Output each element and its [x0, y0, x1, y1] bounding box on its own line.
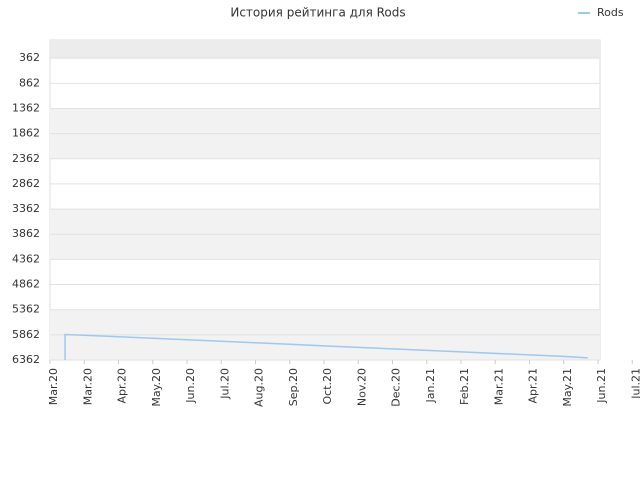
y-tick-label: 862 [19, 76, 40, 89]
x-tick-label: Dec.20 [390, 368, 403, 407]
y-tick-label: 6362 [12, 353, 40, 366]
x-tick-label: May.21 [561, 368, 574, 407]
y-tick-label: 2862 [12, 177, 40, 190]
band [50, 108, 600, 134]
band [50, 234, 600, 260]
x-tick-label: Jan.21 [424, 368, 437, 403]
chart-title: История рейтинга для Rods [230, 6, 405, 20]
x-tick-label: Mar.20 [47, 368, 60, 405]
x-tick-label: Apr.20 [116, 368, 129, 404]
y-tick-label: 1862 [12, 127, 40, 140]
series-line [64, 333, 588, 360]
x-tick-label: Jun.21 [595, 368, 608, 404]
band [50, 209, 600, 235]
x-tick-label: Mar.20 [81, 368, 94, 405]
y-tick-label: 1362 [12, 101, 40, 114]
x-tick-label: Jul.21 [629, 368, 640, 400]
y-tick-label: 3362 [12, 202, 40, 215]
x-tick-label: Nov.20 [355, 368, 368, 406]
y-tick-label: 5862 [12, 328, 40, 341]
y-tick-label: 5362 [12, 303, 40, 316]
x-tick-label: Aug.20 [253, 368, 266, 407]
x-tick-label: Feb.21 [458, 368, 471, 405]
band [50, 40, 600, 59]
band [50, 309, 600, 335]
y-tick-label: 3862 [12, 227, 40, 240]
y-tick-label: 4362 [12, 252, 40, 265]
legend-label: Rods [597, 6, 624, 19]
x-tick-label: May.20 [150, 368, 163, 407]
x-tick-label: Sep.20 [287, 368, 300, 406]
y-tick-label: 2362 [12, 152, 40, 165]
y-tick-label: 362 [19, 51, 40, 64]
x-tick-label: Jul.20 [218, 368, 231, 400]
x-tick-label: Mar.21 [492, 368, 505, 405]
x-tick-label: Jun.20 [184, 368, 197, 404]
x-tick-label: Oct.20 [321, 368, 334, 405]
band [50, 133, 600, 159]
x-tick-label: Apr.21 [527, 368, 540, 404]
band [50, 334, 600, 360]
plot-background [49, 39, 601, 361]
y-tick-label: 4862 [12, 278, 40, 291]
